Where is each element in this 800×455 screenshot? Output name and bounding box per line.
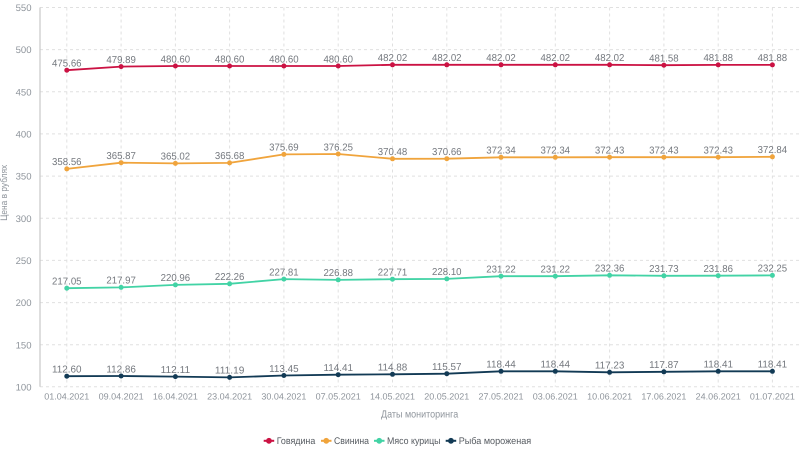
svg-text:112.11: 112.11 (161, 365, 191, 376)
svg-text:300: 300 (16, 214, 32, 225)
svg-text:482.02: 482.02 (595, 53, 625, 64)
svg-text:150: 150 (16, 340, 32, 351)
svg-text:358.56: 358.56 (52, 157, 82, 168)
svg-text:372.34: 372.34 (486, 146, 516, 157)
svg-text:375.69: 375.69 (269, 143, 299, 154)
svg-text:20.05.2021: 20.05.2021 (424, 391, 469, 401)
svg-text:227.81: 227.81 (269, 267, 299, 278)
svg-text:475.66: 475.66 (52, 59, 82, 70)
svg-text:372.43: 372.43 (649, 146, 679, 157)
svg-text:Даты мониторинга: Даты мониторинга (381, 409, 458, 420)
svg-text:217.05: 217.05 (52, 277, 82, 288)
svg-text:231.22: 231.22 (486, 265, 516, 276)
svg-text:482.02: 482.02 (378, 53, 408, 64)
svg-text:Свинина: Свинина (334, 436, 370, 447)
svg-text:365.68: 365.68 (215, 151, 245, 162)
svg-text:200: 200 (16, 298, 32, 309)
svg-text:370.48: 370.48 (378, 147, 408, 158)
svg-text:480.60: 480.60 (323, 54, 353, 65)
svg-text:482.02: 482.02 (486, 53, 516, 64)
svg-text:481.88: 481.88 (758, 53, 788, 64)
svg-text:228.10: 228.10 (432, 267, 462, 278)
svg-text:232.25: 232.25 (758, 264, 788, 275)
svg-text:372.43: 372.43 (595, 146, 625, 157)
svg-text:481.88: 481.88 (703, 53, 733, 64)
svg-text:118.44: 118.44 (486, 360, 516, 371)
svg-text:350: 350 (16, 172, 32, 183)
svg-text:07.05.2021: 07.05.2021 (316, 391, 361, 401)
svg-text:365.02: 365.02 (161, 152, 191, 163)
svg-text:16.04.2021: 16.04.2021 (153, 391, 198, 401)
svg-text:23.04.2021: 23.04.2021 (207, 391, 252, 401)
svg-text:09.04.2021: 09.04.2021 (99, 391, 144, 401)
svg-text:372.43: 372.43 (703, 146, 733, 157)
svg-text:03.06.2021: 03.06.2021 (533, 391, 578, 401)
svg-text:117.87: 117.87 (649, 360, 679, 371)
svg-text:30.04.2021: 30.04.2021 (261, 391, 306, 401)
svg-text:372.34: 372.34 (541, 146, 571, 157)
svg-text:27.05.2021: 27.05.2021 (478, 391, 523, 401)
svg-text:117.23: 117.23 (595, 361, 625, 372)
svg-text:480.60: 480.60 (161, 54, 191, 65)
svg-text:400: 400 (16, 130, 32, 141)
svg-text:217.97: 217.97 (106, 276, 136, 287)
svg-text:220.96: 220.96 (161, 273, 191, 284)
svg-text:01.07.2021: 01.07.2021 (750, 391, 795, 401)
svg-text:Говядина: Говядина (277, 436, 316, 447)
svg-text:227.71: 227.71 (378, 268, 408, 279)
svg-text:231.22: 231.22 (541, 265, 571, 276)
svg-text:479.89: 479.89 (106, 55, 136, 66)
svg-text:376.25: 376.25 (323, 142, 353, 153)
svg-text:500: 500 (16, 45, 32, 56)
svg-text:112.60: 112.60 (52, 365, 82, 376)
svg-text:226.88: 226.88 (323, 268, 353, 279)
svg-text:100: 100 (16, 382, 32, 393)
svg-text:250: 250 (16, 256, 32, 267)
svg-text:118.41: 118.41 (758, 360, 788, 371)
svg-text:118.41: 118.41 (703, 360, 733, 371)
svg-text:Рыба мороженая: Рыба мороженая (459, 436, 532, 447)
svg-text:450: 450 (16, 87, 32, 98)
svg-text:113.45: 113.45 (269, 364, 299, 375)
svg-text:01.04.2021: 01.04.2021 (44, 391, 89, 401)
svg-text:231.86: 231.86 (703, 264, 733, 275)
svg-text:111.19: 111.19 (215, 366, 245, 377)
svg-text:Мясо курицы: Мясо курицы (387, 436, 441, 447)
svg-text:372.84: 372.84 (758, 145, 788, 156)
svg-text:17.06.2021: 17.06.2021 (641, 391, 686, 401)
svg-text:14.05.2021: 14.05.2021 (370, 391, 415, 401)
svg-text:370.66: 370.66 (432, 147, 462, 158)
svg-text:114.88: 114.88 (378, 363, 408, 374)
svg-text:24.06.2021: 24.06.2021 (696, 391, 741, 401)
svg-text:482.02: 482.02 (541, 53, 571, 64)
svg-text:115.57: 115.57 (432, 362, 462, 373)
svg-text:550: 550 (16, 3, 32, 14)
svg-text:118.44: 118.44 (541, 360, 571, 371)
svg-text:222.26: 222.26 (215, 272, 245, 283)
svg-text:10.06.2021: 10.06.2021 (587, 391, 632, 401)
svg-text:480.60: 480.60 (215, 54, 245, 65)
svg-text:232.36: 232.36 (595, 264, 625, 275)
svg-text:482.02: 482.02 (432, 53, 462, 64)
svg-text:365.87: 365.87 (106, 151, 136, 162)
svg-text:231.73: 231.73 (649, 264, 679, 275)
svg-text:114.41: 114.41 (323, 363, 353, 374)
svg-text:481.58: 481.58 (649, 54, 679, 65)
svg-text:Цена в рублях: Цена в рублях (0, 165, 10, 221)
svg-text:480.60: 480.60 (269, 54, 299, 65)
svg-text:112.86: 112.86 (106, 364, 136, 375)
